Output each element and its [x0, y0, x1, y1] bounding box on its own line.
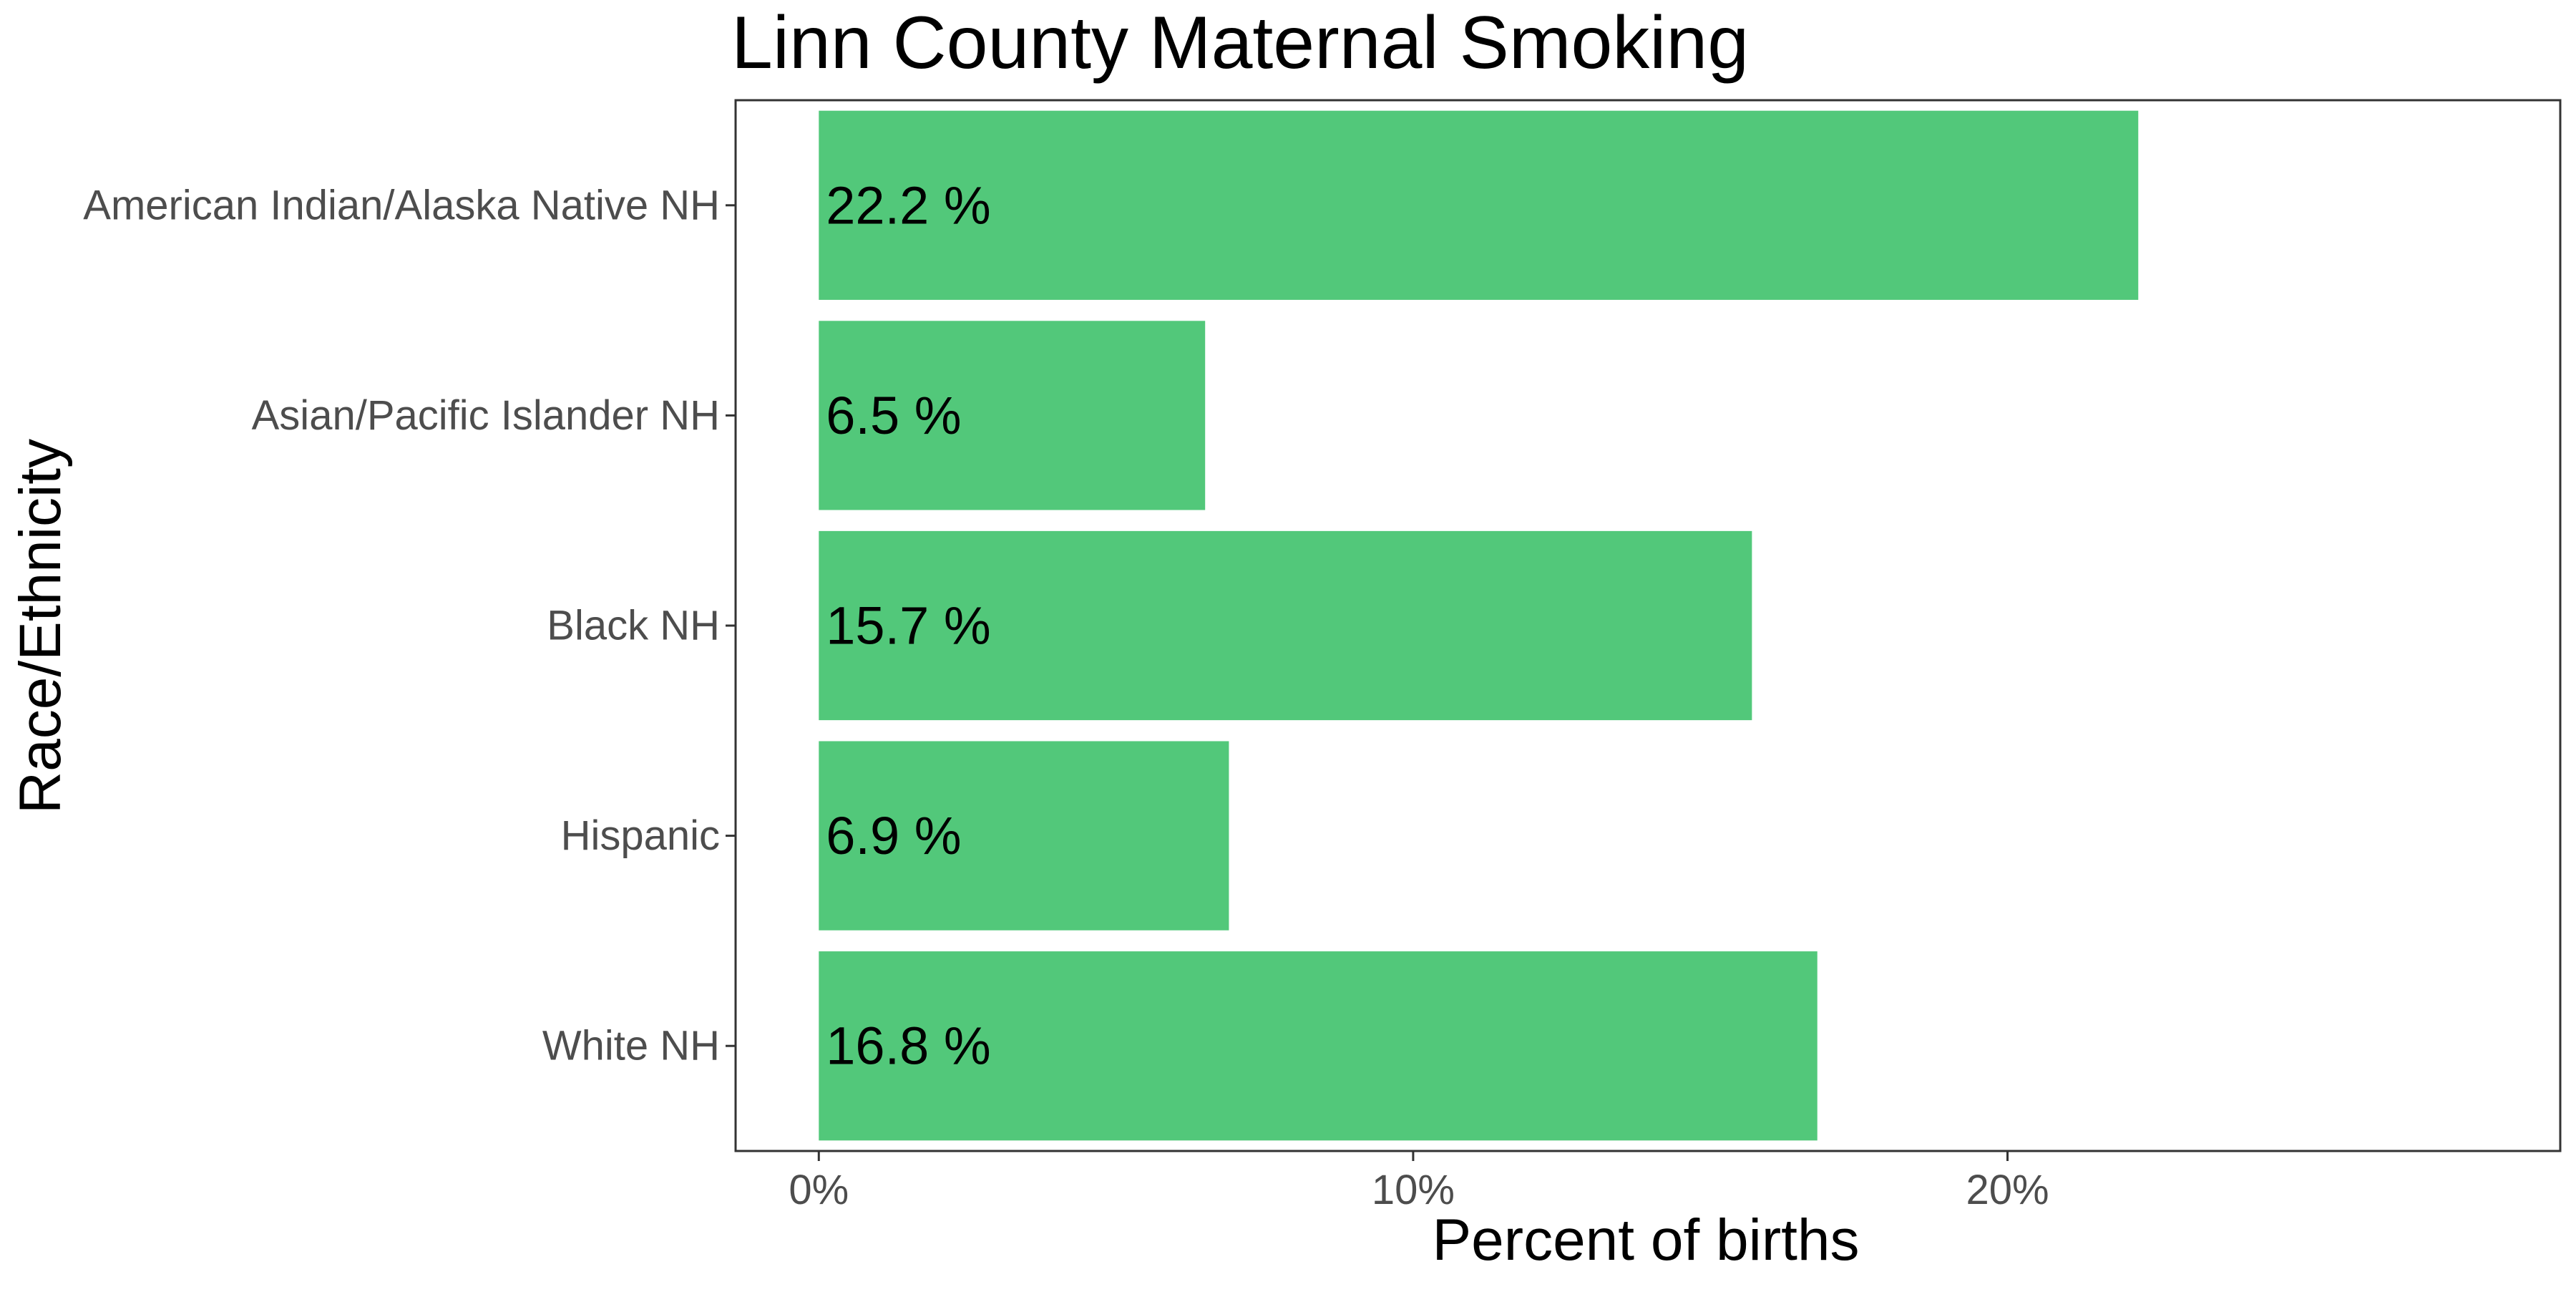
- bar-data-label: 6.9 %: [826, 806, 961, 865]
- y-tick-label: Black NH: [547, 603, 720, 649]
- bar: [819, 741, 1229, 931]
- y-tick-label: Hispanic: [561, 812, 720, 859]
- bar-data-label: 22.2 %: [826, 175, 990, 235]
- y-tick-label: American Indian/Alaska Native NH: [83, 182, 720, 228]
- x-tick-label: 0%: [789, 1167, 849, 1213]
- bar: [819, 951, 1818, 1141]
- y-tick-label: White NH: [542, 1023, 720, 1069]
- bar-labels-layer: 22.2 % 6.5 % 15.7 % 6.9 % 16.8 %: [826, 175, 990, 1075]
- x-tick-label: 10%: [1372, 1167, 1455, 1213]
- bar-data-label: 15.7 %: [826, 596, 990, 656]
- bars-layer: [819, 110, 2139, 1141]
- x-axis-title: Percent of births: [1432, 1208, 1859, 1273]
- bar: [819, 321, 1206, 510]
- bar-data-label: 6.5 %: [826, 386, 961, 445]
- y-tick-label: Asian/Pacific Islander NH: [252, 392, 720, 439]
- chart-title: Linn County Maternal Smoking: [731, 1, 1749, 84]
- bar: [819, 110, 2139, 300]
- x-axis: 0% 10% 20%: [789, 1151, 2049, 1213]
- y-axis-title: Race/Ethnicity: [8, 439, 73, 814]
- bar: [819, 530, 1752, 721]
- y-axis: American Indian/Alaska Native NH Asian/Pa…: [83, 182, 736, 1069]
- x-tick-label: 20%: [1966, 1167, 2049, 1213]
- bar-data-label: 16.8 %: [826, 1016, 990, 1076]
